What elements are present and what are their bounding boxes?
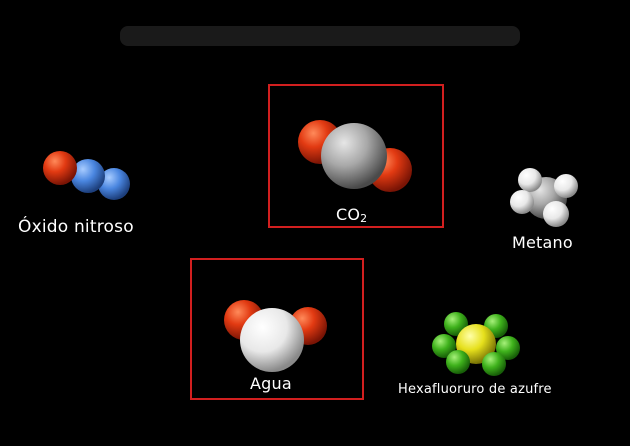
hydrogen-atom bbox=[518, 168, 542, 192]
methane-label: Metano bbox=[512, 233, 573, 252]
fluorine-atom bbox=[496, 336, 520, 360]
agua-highlight-frame bbox=[190, 258, 364, 400]
sulfur-hexafluoride-label: Hexafluoruro de azufre bbox=[398, 382, 552, 397]
co2-label-main: CO bbox=[336, 205, 361, 224]
fluorine-atom bbox=[432, 334, 456, 358]
co2-highlight-frame bbox=[268, 84, 444, 228]
nitrogen-atom bbox=[71, 159, 105, 193]
carbon-atom bbox=[321, 123, 387, 189]
water-molecule bbox=[224, 300, 327, 372]
sulfur-hexafluoride-molecule bbox=[432, 312, 520, 376]
methane-molecule bbox=[510, 168, 578, 227]
oxygen-atom bbox=[43, 151, 77, 185]
co2-label-subscript: 2 bbox=[360, 212, 368, 225]
nitrogen-atom bbox=[98, 168, 130, 200]
faded-heading bbox=[120, 26, 520, 46]
fluorine-atom bbox=[482, 352, 506, 376]
hydrogen-atom bbox=[510, 190, 534, 214]
water-label: Agua bbox=[250, 374, 292, 393]
hydrogen-atom bbox=[240, 308, 304, 372]
nitrous-oxide-label: Óxido nitroso bbox=[18, 217, 134, 237]
hydrogen-atom bbox=[543, 201, 569, 227]
nitrous-oxide-molecule bbox=[43, 151, 130, 200]
co2-molecule bbox=[298, 120, 412, 192]
hydrogen-atom bbox=[554, 174, 578, 198]
fluorine-atom bbox=[446, 350, 470, 374]
co2-label: CO2 bbox=[336, 205, 367, 225]
